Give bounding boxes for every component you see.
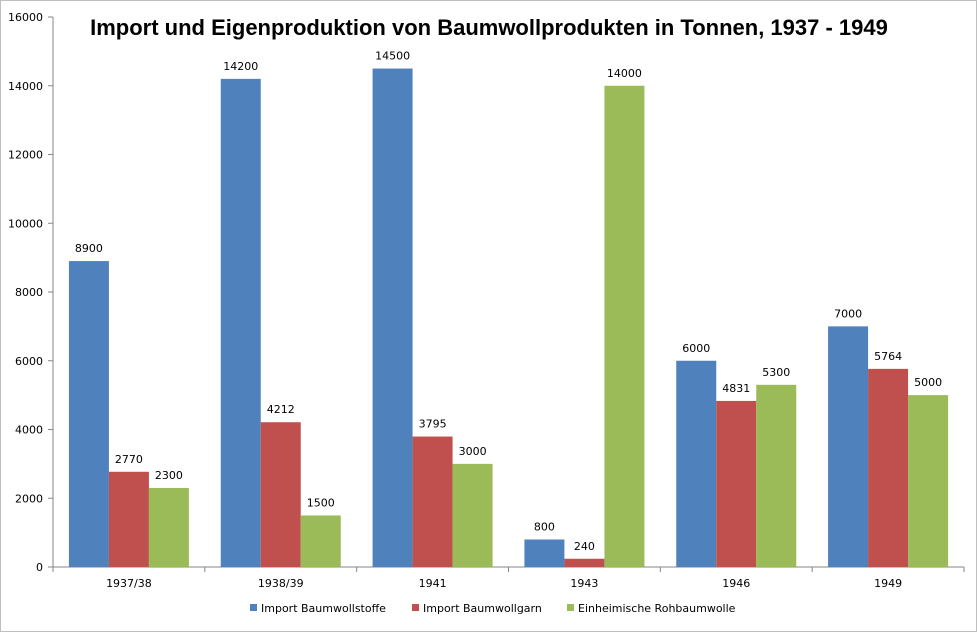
y-tick-label: 2000 [15,492,43,505]
x-tick-label: 1946 [722,577,750,590]
bar [148,487,189,567]
data-label: 14200 [223,60,258,73]
y-tick-label: 8000 [15,286,43,299]
data-label: 4831 [722,382,750,395]
x-tick-label: 1949 [874,577,902,590]
data-label: 3000 [459,445,487,458]
data-label: 240 [574,540,595,553]
data-label: 3795 [419,418,447,431]
bar [68,261,109,567]
legend-swatch [567,604,574,611]
y-tick-label: 4000 [15,424,43,437]
legend-label: Import Baumwollstoffe [261,602,386,615]
axes: 0 2000 4000 6000 8000 10000 12000 14000 16000 193… [8,11,965,590]
chart-title: Import und Eigenproduktion von Baumwollp… [90,15,888,40]
legend-swatch [250,604,257,611]
bar [260,422,301,567]
data-label: 4212 [267,403,295,416]
data-label: 8900 [75,242,103,255]
data-labels: 8900 2770 2300 14200 4212 1500 14500 3795 3000 80… [75,50,942,553]
data-label: 2770 [115,453,143,466]
bar [756,384,797,567]
bar [868,368,909,567]
x-tick-label: 1943 [570,577,598,590]
legend-swatch [412,604,419,611]
bar [300,515,341,567]
y-tick-label: 0 [36,561,43,574]
y-tick-label: 12000 [8,149,43,162]
bar [908,395,949,567]
data-label: 5000 [914,376,942,389]
y-tick-label: 6000 [15,355,43,368]
bar [412,436,453,567]
data-label: 1500 [307,496,335,509]
bar [564,558,605,567]
y-tick-label: 16000 [8,11,43,24]
bar [716,400,757,567]
x-tick-label: 1937/38 [106,577,152,590]
y-tick-label: 10000 [8,217,43,230]
legend-label: Einheimische Rohbaumwolle [578,602,736,615]
data-label: 14500 [375,50,410,63]
legend-label: Import Baumwollgarn [423,602,542,615]
y-tick-label: 14000 [8,80,43,93]
data-label: 14000 [607,67,642,80]
data-label: 7000 [834,307,862,320]
data-label: 5764 [874,350,902,363]
x-tick-label: 1938/39 [258,577,304,590]
bar [220,78,261,567]
bar [524,539,565,567]
bar [676,360,717,567]
bars [68,68,949,567]
bar [604,85,645,567]
bar [828,326,869,567]
data-label: 5300 [762,366,790,379]
data-label: 6000 [682,342,710,355]
data-label: 800 [534,521,555,534]
data-label: 2300 [155,469,183,482]
bar [108,471,149,567]
bar [452,463,493,567]
x-tick-label: 1941 [419,577,447,590]
legend: Import Baumwollstoffe Import Baumwollgarn… [250,602,736,615]
bar [372,68,413,567]
